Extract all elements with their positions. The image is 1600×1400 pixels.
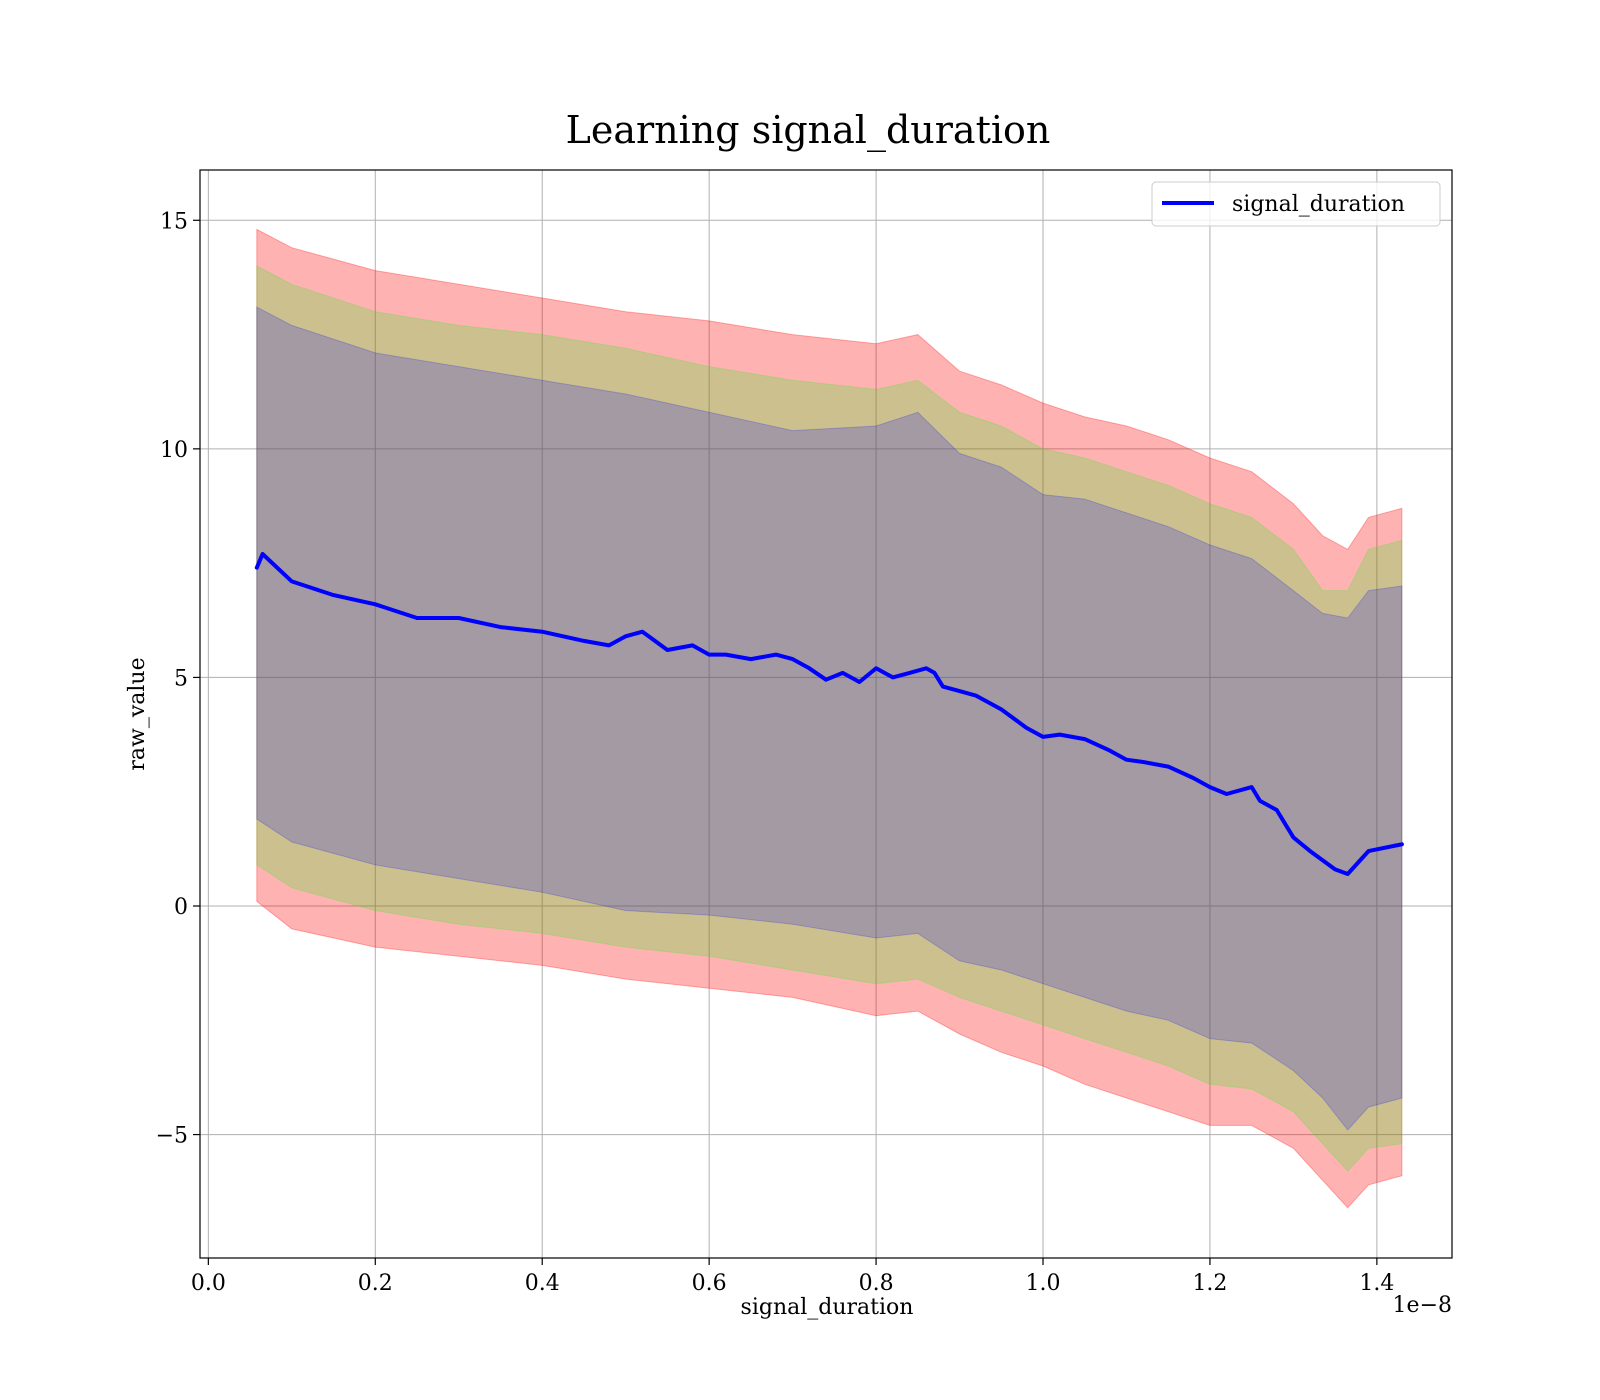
legend-label-signal-duration: signal_duration (1232, 192, 1405, 217)
y-tick-label: 15 (160, 209, 188, 234)
legend: signal_duration (1151, 181, 1441, 227)
y-tick-label: −5 (156, 1124, 188, 1149)
x-tick-label: 1.0 (1026, 1271, 1061, 1296)
y-axis-ticks: −5 0 5 10 15 (156, 209, 200, 1149)
y-axis-label: raw_value (125, 657, 150, 770)
band-1 (256, 228, 1403, 1209)
series-line-signal-duration (254, 552, 1404, 876)
x-tick-label: 1.4 (1359, 1271, 1394, 1296)
x-axis-ticks: 0.0 0.2 0.4 0.6 0.8 1.0 1.2 1.4 (191, 1258, 1394, 1296)
x-tick-label: 0.0 (191, 1271, 226, 1296)
band-3 (256, 306, 1403, 1131)
plot-frame (199, 169, 1453, 1259)
legend-box (1151, 181, 1441, 227)
x-tick-label: 0.4 (525, 1271, 560, 1296)
x-tick-label: 1.2 (1192, 1271, 1227, 1296)
series-lines (254, 552, 1404, 876)
y-tick-label: 5 (174, 666, 188, 691)
chart-title: Learning signal_duration (566, 108, 1051, 153)
x-tick-label: 0.8 (859, 1271, 894, 1296)
x-axis-label: signal_duration (741, 1295, 914, 1320)
y-tick-label: 0 (174, 895, 188, 920)
band-2 (256, 265, 1403, 1172)
x-tick-label: 0.6 (692, 1271, 727, 1296)
uncertainty-bands (256, 228, 1403, 1209)
y-tick-label: 10 (160, 438, 188, 463)
x-axis-offset-label: 1e−8 (1393, 1293, 1452, 1318)
x-tick-label: 0.2 (358, 1271, 393, 1296)
